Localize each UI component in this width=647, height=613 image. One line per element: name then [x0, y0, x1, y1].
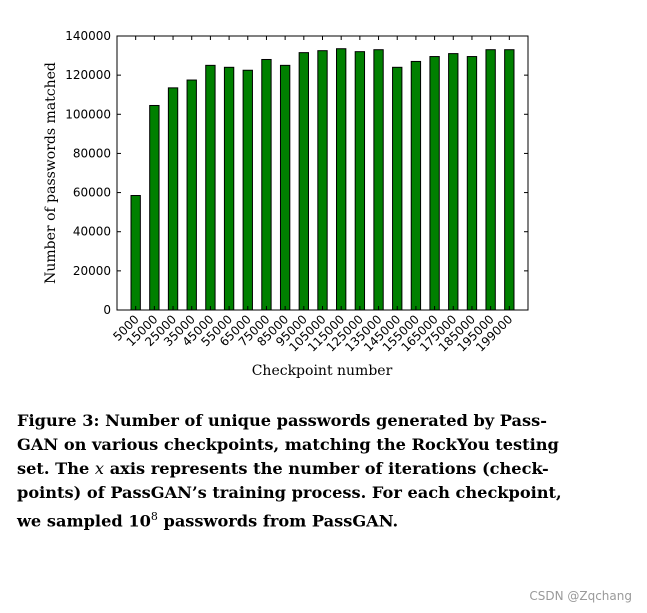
bar-145000: [392, 66, 403, 311]
bar-65000: [242, 69, 253, 311]
caption-base: 10: [128, 511, 151, 531]
bar-125000: [354, 51, 366, 311]
bar-175000: [448, 53, 459, 311]
bar-75000: [261, 58, 272, 311]
figure-caption: Figure 3: Number of unique passwords gen…: [17, 409, 577, 533]
y-tick-label-80000: 80000: [73, 146, 111, 160]
caption-exponent: 8: [150, 510, 158, 523]
bar-chart: 5000150002500035000450005500065000750008…: [43, 29, 529, 379]
bar-35000: [186, 79, 197, 311]
bar-45000: [205, 64, 216, 311]
bar-155000: [410, 60, 422, 311]
bar-55000: [223, 66, 235, 311]
bar-199000: [504, 49, 515, 311]
bar-165000: [429, 56, 440, 311]
x-axis-title: Checkpoint number: [252, 363, 393, 379]
bar-185000: [466, 56, 478, 311]
bars-group: [130, 48, 515, 311]
caption-text-1: Number of unique passwords generated by …: [17, 411, 559, 478]
y-tick-label-60000: 60000: [73, 186, 111, 200]
caption-text-2: axis represents the number of iterations…: [17, 459, 562, 531]
y-tick-label-140000: 140000: [65, 29, 111, 43]
bar-95000: [298, 52, 309, 311]
bar-85000: [279, 64, 291, 311]
bar-25000: [167, 87, 179, 311]
y-tick-label-40000: 40000: [73, 225, 111, 239]
y-tick-label-120000: 120000: [65, 68, 111, 82]
y-tick-label-100000: 100000: [65, 107, 111, 121]
bar-5000: [130, 195, 141, 311]
caption-axis-var: x: [94, 459, 105, 478]
bar-15000: [149, 104, 160, 311]
caption-label: Figure 3:: [17, 411, 100, 430]
caption-text-3: passwords from PassGAN.: [157, 511, 399, 531]
y-tick-label-20000: 20000: [73, 264, 111, 278]
bar-135000: [373, 49, 384, 311]
y-tick-label-0: 0: [103, 303, 111, 317]
bar-105000: [317, 50, 328, 311]
watermark: CSDN @Zqchang: [529, 589, 632, 603]
bar-115000: [336, 48, 347, 311]
bar-195000: [485, 49, 496, 311]
y-axis-title: Number of passwords matched: [43, 62, 59, 284]
plot-frame: [116, 35, 529, 311]
